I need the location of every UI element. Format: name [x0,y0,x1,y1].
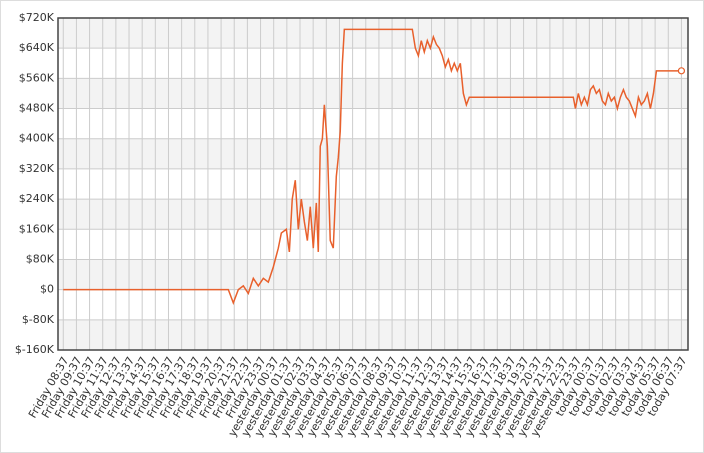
y-tick-label: $0 [40,283,54,296]
y-tick-label: $640K [19,41,55,54]
grid-band [58,78,688,109]
grid-band [58,259,688,290]
y-tick-label: $-160K [15,343,55,356]
plot-border [57,17,689,351]
y-tick-label: $160K [19,222,55,235]
grid-band [58,138,688,169]
y-tick-label: $80K [26,252,55,265]
y-tick-label: $560K [19,71,55,84]
grid-band [58,199,688,230]
end-marker [677,67,686,75]
grid-band [58,319,688,350]
y-tick-label: $480K [19,102,55,115]
y-tick-label: $720K [19,11,55,24]
y-tick-label: $240K [19,192,55,205]
y-tick-label: $320K [19,162,55,175]
y-tick-label: $-80K [22,313,55,326]
y-tick-label: $400K [19,132,55,145]
plot-area [58,18,688,350]
grid-band [58,18,688,49]
series-line [63,28,682,305]
